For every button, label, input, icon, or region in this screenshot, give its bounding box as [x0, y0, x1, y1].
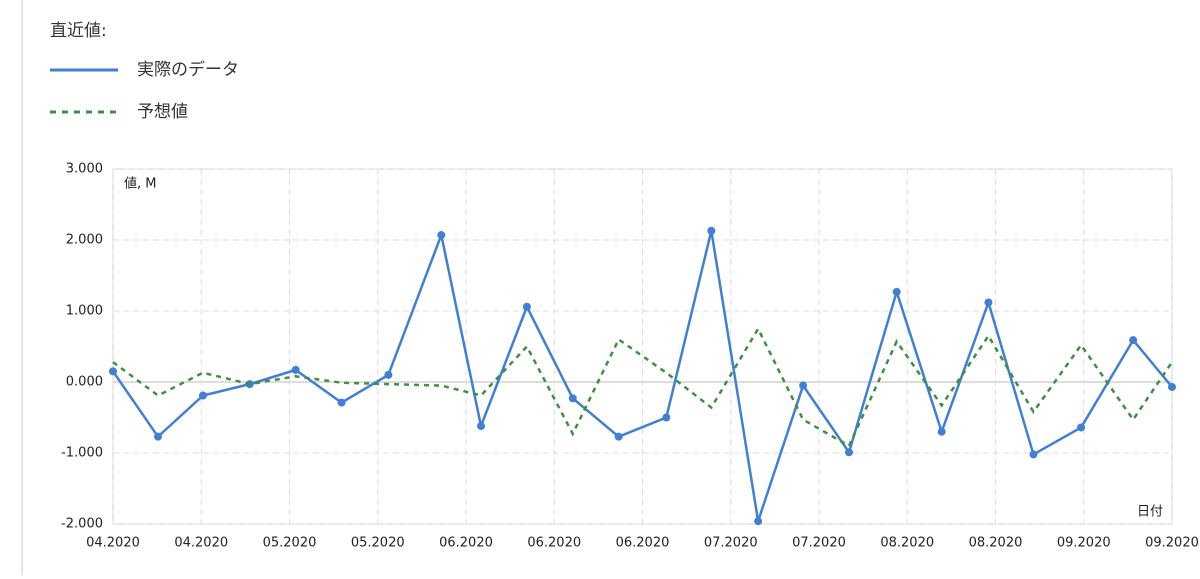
data-point [437, 231, 446, 240]
data-point [337, 398, 346, 407]
y-tick-label: 1.000 [66, 304, 103, 319]
y-tick-label: -2.000 [61, 517, 103, 532]
y-tick-label: 0.000 [66, 375, 103, 390]
legend-label: 予想値 [137, 102, 188, 122]
x-tick-label: 07.2020 [792, 536, 846, 551]
data-point [109, 367, 117, 376]
legend-label: 実際のデータ [137, 59, 239, 80]
y-axis-label: 値, M [124, 176, 156, 192]
data-point [522, 302, 531, 311]
x-tick-label: 06.2020 [439, 536, 493, 551]
data-point [662, 413, 671, 422]
data-point [707, 226, 716, 235]
series-line [112, 326, 1174, 448]
x-tick-label: 07.2020 [704, 536, 758, 551]
x-tick-label: 04.2020 [86, 536, 140, 551]
x-tick-label: 08.2020 [969, 536, 1023, 551]
data-point [199, 391, 208, 400]
data-point [1077, 423, 1086, 432]
data-point [937, 427, 946, 436]
data-point [477, 422, 486, 431]
data-point [1168, 382, 1176, 391]
x-tick-label: 09.2020 [1057, 536, 1111, 551]
x-tick-label: 09.2020 [1145, 536, 1199, 551]
y-tick-label: 3.000 [66, 162, 103, 177]
y-tick-label: -1.000 [61, 446, 103, 461]
data-point [154, 432, 163, 441]
data-point [291, 365, 300, 374]
data-point [384, 370, 393, 379]
data-point [754, 517, 763, 526]
data-point [568, 394, 577, 403]
data-point [614, 432, 623, 441]
data-point [799, 381, 808, 390]
x-tick-label: 06.2020 [527, 536, 581, 551]
x-tick-label: 05.2020 [351, 536, 405, 551]
x-tick-label: 04.2020 [174, 536, 228, 551]
x-tick-label: 05.2020 [263, 536, 317, 551]
data-point [1129, 336, 1138, 345]
y-tick-label: 2.000 [66, 233, 103, 248]
x-tick-label: 08.2020 [880, 536, 934, 551]
legend-title: 直近値: [50, 21, 107, 41]
data-point [984, 298, 993, 307]
data-point [845, 448, 854, 457]
data-point [892, 287, 901, 296]
x-axis-label: 日付 [1137, 505, 1163, 520]
data-point [1029, 450, 1038, 459]
x-tick-label: 06.2020 [616, 536, 670, 551]
series-line [111, 230, 1173, 522]
